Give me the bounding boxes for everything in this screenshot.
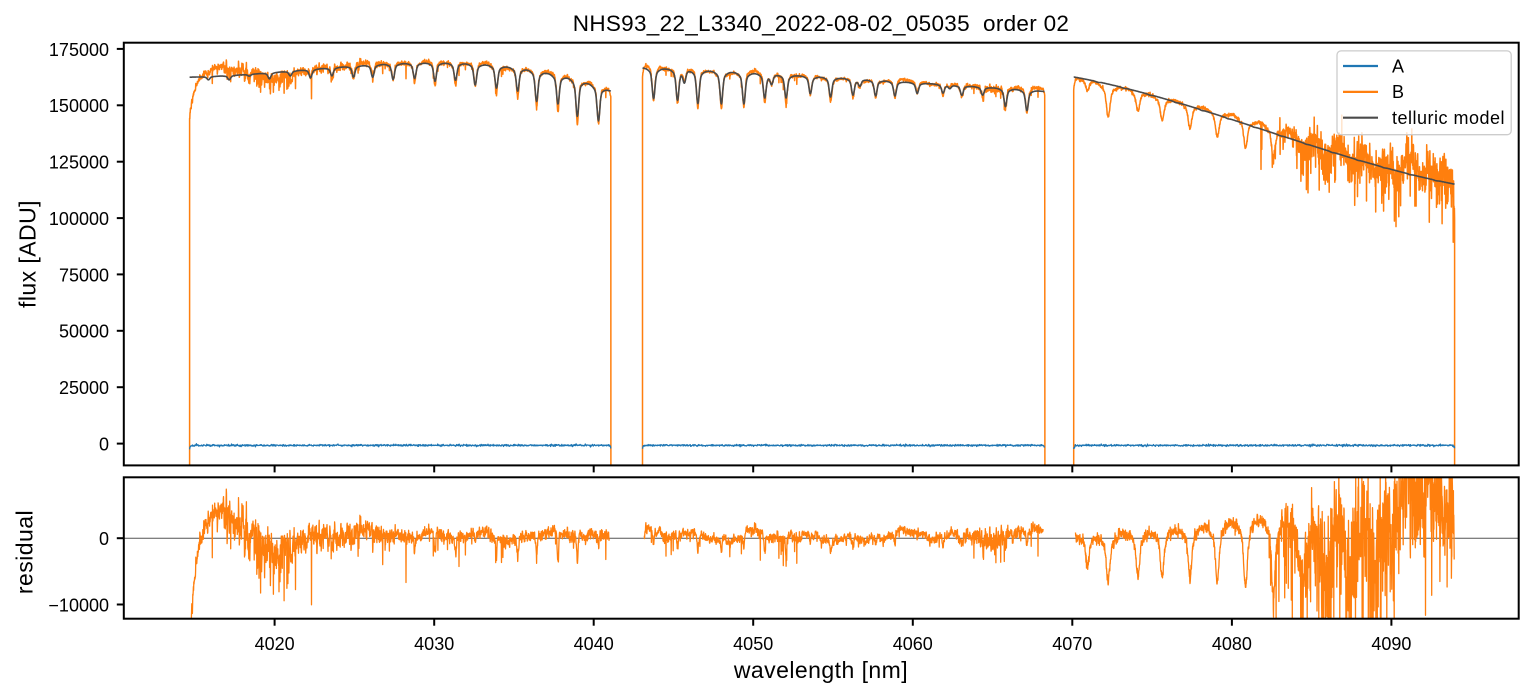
svg-text:telluric model: telluric model [1392,108,1505,128]
svg-text:25000: 25000 [59,378,109,398]
svg-text:4070: 4070 [1052,634,1092,654]
svg-text:A: A [1392,56,1405,76]
svg-text:100000: 100000 [49,209,109,229]
svg-text:flux [ADU]: flux [ADU] [15,200,41,308]
svg-text:4020: 4020 [255,634,295,654]
svg-text:residual: residual [11,510,37,594]
svg-text:150000: 150000 [49,96,109,116]
svg-text:4030: 4030 [414,634,454,654]
svg-text:50000: 50000 [59,322,109,342]
svg-text:0: 0 [99,435,109,455]
svg-text:B: B [1392,82,1405,102]
svg-text:4040: 4040 [574,634,614,654]
svg-text:−10000: −10000 [48,595,109,615]
svg-text:75000: 75000 [59,265,109,285]
svg-text:4060: 4060 [893,634,933,654]
svg-text:4090: 4090 [1371,634,1411,654]
svg-text:125000: 125000 [49,153,109,173]
svg-text:4080: 4080 [1212,634,1252,654]
svg-text:175000: 175000 [49,40,109,60]
svg-text:0: 0 [99,529,109,549]
svg-text:NHS93_22_L3340_2022-08-02_0503: NHS93_22_L3340_2022-08-02_05035 order 02 [573,11,1069,36]
svg-text:wavelength [nm]: wavelength [nm] [733,657,908,683]
svg-text:4050: 4050 [733,634,773,654]
